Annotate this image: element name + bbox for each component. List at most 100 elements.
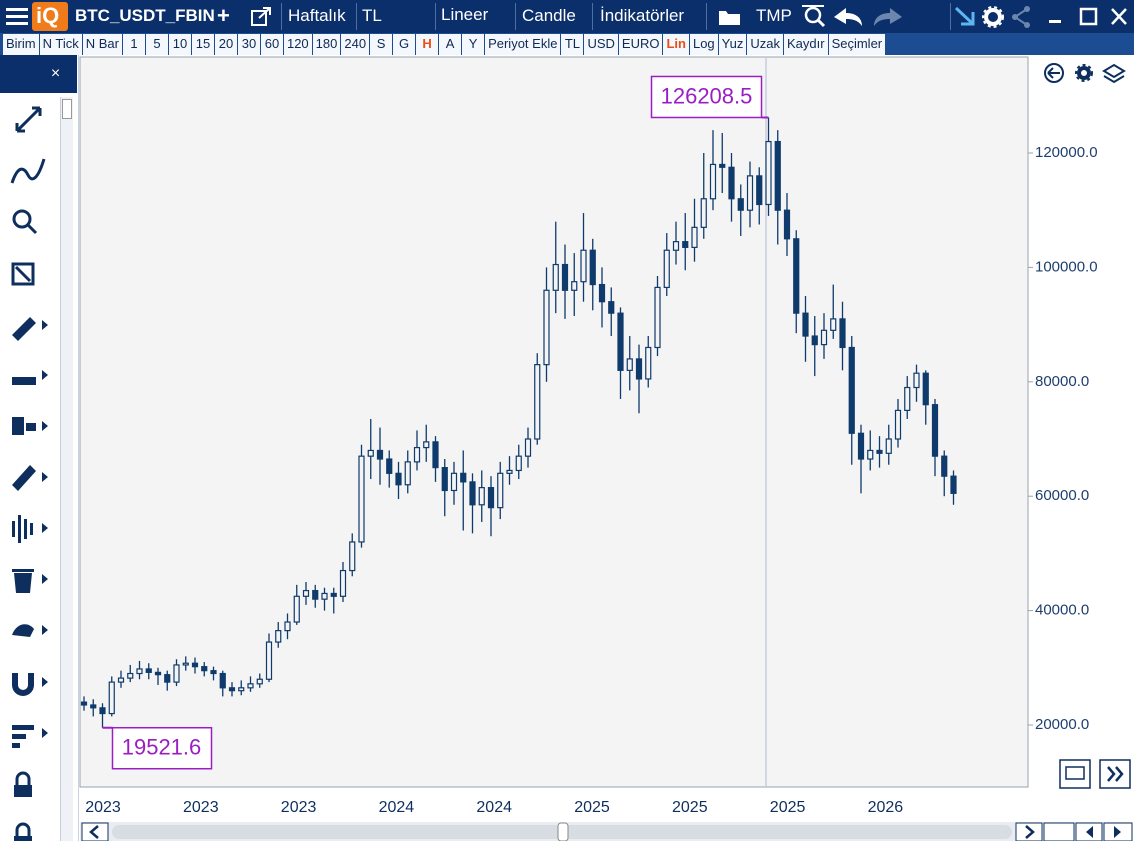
candle-body xyxy=(885,438,892,454)
candle-body xyxy=(460,472,467,483)
candle-body xyxy=(756,175,763,206)
candle-body xyxy=(867,449,874,460)
period-dropdown[interactable]: Haftalık xyxy=(288,6,346,25)
candle-body xyxy=(80,701,88,706)
toolbar-button[interactable]: Y xyxy=(462,34,485,55)
open-external-icon[interactable] xyxy=(250,6,272,28)
template-button[interactable]: TMP xyxy=(756,6,792,25)
sidebar-icons[interactable] xyxy=(0,55,58,841)
candle-body xyxy=(386,458,393,474)
candle-body xyxy=(164,674,171,683)
y-tick-label: 40000.0 xyxy=(1035,602,1089,619)
currency-dropdown[interactable]: TL xyxy=(362,6,382,25)
settings-icons[interactable] xyxy=(953,4,1043,30)
toolbar-button[interactable]: Kaydır xyxy=(783,34,828,55)
candle-body xyxy=(99,707,106,715)
toolbar-button[interactable]: Seçimler xyxy=(828,34,886,55)
candle-body xyxy=(293,595,300,623)
toolbar-button[interactable]: Uzak xyxy=(747,34,783,55)
x-tick-label: 2025 xyxy=(672,799,708,816)
candle-body xyxy=(265,641,273,680)
candle-body xyxy=(783,209,791,240)
candle-body xyxy=(515,455,522,472)
scale-dropdown[interactable]: Lineer xyxy=(441,5,489,24)
candle-body xyxy=(682,241,689,248)
toolbar-button[interactable]: 60 xyxy=(260,34,283,55)
symbol[interactable]: BTC_USDT_FBIN xyxy=(75,6,215,25)
candle-body xyxy=(487,487,495,509)
toolbar-button[interactable]: A xyxy=(439,34,462,55)
candle-body xyxy=(145,668,152,673)
x-tick-label: 2025 xyxy=(574,799,610,816)
candle-body xyxy=(811,335,818,346)
candle-body xyxy=(941,455,948,477)
toolbar-button[interactable]: H xyxy=(416,34,439,55)
candle-body xyxy=(404,461,411,486)
toolbar-button[interactable]: TL xyxy=(561,34,584,55)
toolbar-button[interactable]: Birim xyxy=(3,34,39,55)
candle-body xyxy=(931,404,939,457)
window-controls[interactable] xyxy=(1045,6,1134,28)
scrollbar[interactable] xyxy=(80,822,1133,841)
candle-body xyxy=(478,487,485,506)
toolbar-button[interactable]: 15 xyxy=(191,34,214,55)
max-annotation-box xyxy=(650,75,763,119)
toolbar-button[interactable]: G xyxy=(393,34,416,55)
right-icons[interactable] xyxy=(1044,63,1126,84)
toolbar-button[interactable]: 180 xyxy=(312,34,341,55)
candle-body xyxy=(117,677,125,683)
sidebar-scrollbar[interactable] xyxy=(60,97,73,841)
candle-body xyxy=(469,481,476,506)
candle-body xyxy=(765,140,772,206)
candle-body xyxy=(136,668,143,675)
bottom-right-buttons[interactable] xyxy=(1059,759,1131,789)
toolbar-button[interactable]: N Bar xyxy=(82,34,122,55)
toolbar-button[interactable]: Periyot Ekle xyxy=(485,34,561,55)
candle-body xyxy=(922,372,929,406)
candle-body xyxy=(367,449,374,457)
candle-body xyxy=(839,318,846,349)
candle-body xyxy=(534,364,541,440)
toolbar-button[interactable]: N Tick xyxy=(39,34,82,55)
candle-body xyxy=(256,678,263,685)
toolbar-button[interactable]: 20 xyxy=(214,34,237,55)
candle-body xyxy=(349,541,356,572)
toolbar-button[interactable]: USD xyxy=(584,34,618,55)
toolbar-button[interactable]: 10 xyxy=(168,34,191,55)
plot-area xyxy=(79,56,1029,788)
toolbar-button[interactable]: Log xyxy=(689,34,718,55)
folder-icon[interactable] xyxy=(718,9,742,26)
candle-body xyxy=(848,346,855,434)
style-dropdown[interactable]: Candle xyxy=(522,6,576,25)
toolbar-button[interactable]: Lin xyxy=(663,34,689,55)
toolbar-button[interactable]: 1 xyxy=(122,34,145,55)
candle-body xyxy=(876,449,883,454)
candle-body xyxy=(793,238,800,314)
sidebar-close[interactable]: × xyxy=(34,55,77,93)
candle-body xyxy=(90,704,97,709)
candle-body xyxy=(774,140,781,211)
candle-body xyxy=(497,472,504,509)
x-tick-label: 2023 xyxy=(281,799,317,816)
toolbar-button[interactable]: EURO xyxy=(618,34,663,55)
toolbar-button[interactable]: 5 xyxy=(145,34,168,55)
indicators-button[interactable]: İndikatörler xyxy=(600,6,685,25)
candle-body xyxy=(654,286,661,349)
candle-body xyxy=(201,666,208,672)
period-toolbar: Birim N Tick N Bar 1 5 10 15 20 30 60 120 180 240 S G H… xyxy=(0,33,1134,55)
candle-body xyxy=(450,472,458,492)
candle-body xyxy=(904,386,911,411)
toolbar-button[interactable]: Yuz xyxy=(718,34,747,55)
tool-icons[interactable] xyxy=(800,4,905,30)
candle-body xyxy=(645,346,652,380)
toolbar-button[interactable]: S xyxy=(370,34,393,55)
toolbar-button[interactable]: 30 xyxy=(237,34,260,55)
toolbar-button[interactable]: 240 xyxy=(341,34,370,55)
menu-icon[interactable] xyxy=(6,7,28,27)
add-button[interactable]: + xyxy=(217,3,230,28)
candle-body xyxy=(358,455,365,543)
sidebar-header xyxy=(0,55,34,93)
y-tick-label: 100000.0 xyxy=(1035,258,1098,275)
toolbar-button[interactable]: 120 xyxy=(283,34,312,55)
